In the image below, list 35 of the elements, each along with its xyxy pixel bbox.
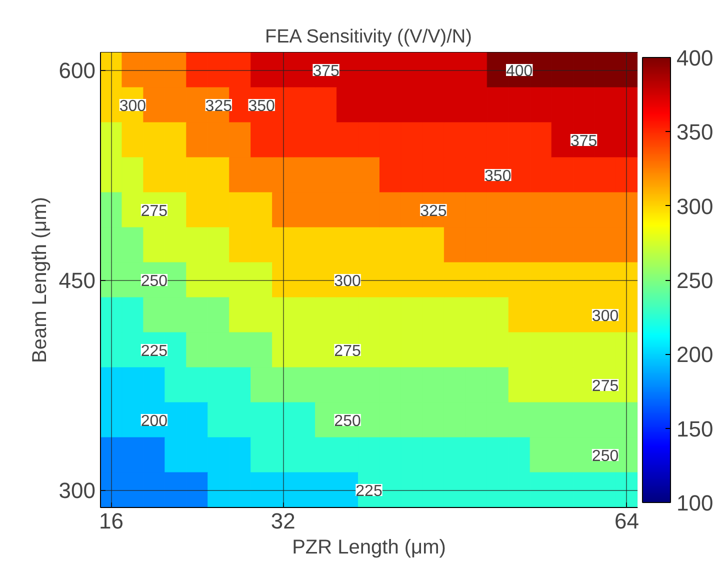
x-tick-label: 16 xyxy=(99,508,124,534)
data-label: 225 xyxy=(356,483,382,500)
data-label: 250 xyxy=(334,413,361,430)
y-tick-label: 600 xyxy=(58,58,96,83)
color-bar-label: 400 xyxy=(676,46,714,70)
y-axis-title: Beam Length (μm) xyxy=(28,196,51,364)
data-label: 275 xyxy=(592,378,619,395)
x-tick-label: 32 xyxy=(270,508,296,534)
data-label: 400 xyxy=(506,63,533,80)
data-label: 275 xyxy=(334,343,361,360)
data-label: 350 xyxy=(248,98,276,115)
data-label: 350 xyxy=(484,168,512,185)
data-label: 300 xyxy=(334,273,361,290)
data-label: 250 xyxy=(140,273,168,290)
data-label: 300 xyxy=(592,308,619,325)
chart-title: FEA Sensitivity ((V/V)/N) xyxy=(265,26,472,48)
data-label: 375 xyxy=(312,63,340,80)
y-tick-label: 450 xyxy=(58,268,96,293)
color-bar-label: 350 xyxy=(676,120,714,145)
data-label: 250 xyxy=(592,448,619,465)
x-axis-title: PZR Length (μm) xyxy=(292,536,446,558)
color-bar-label: 200 xyxy=(676,342,714,368)
y-tick-label: 300 xyxy=(58,478,96,503)
data-label: 325 xyxy=(420,203,447,220)
data-label: 275 xyxy=(140,203,168,220)
color-bar-label: 250 xyxy=(676,268,714,293)
data-label: 300 xyxy=(119,98,146,115)
data-label: 325 xyxy=(205,98,232,115)
data-label: 200 xyxy=(140,413,168,430)
data-label: 225 xyxy=(140,343,168,360)
color-bar-label: 150 xyxy=(676,416,714,442)
x-tick-label: 64 xyxy=(614,508,640,534)
color-bar-label: 300 xyxy=(676,194,714,219)
data-label: 375 xyxy=(570,133,598,150)
color-bar-label: 100 xyxy=(676,490,714,516)
